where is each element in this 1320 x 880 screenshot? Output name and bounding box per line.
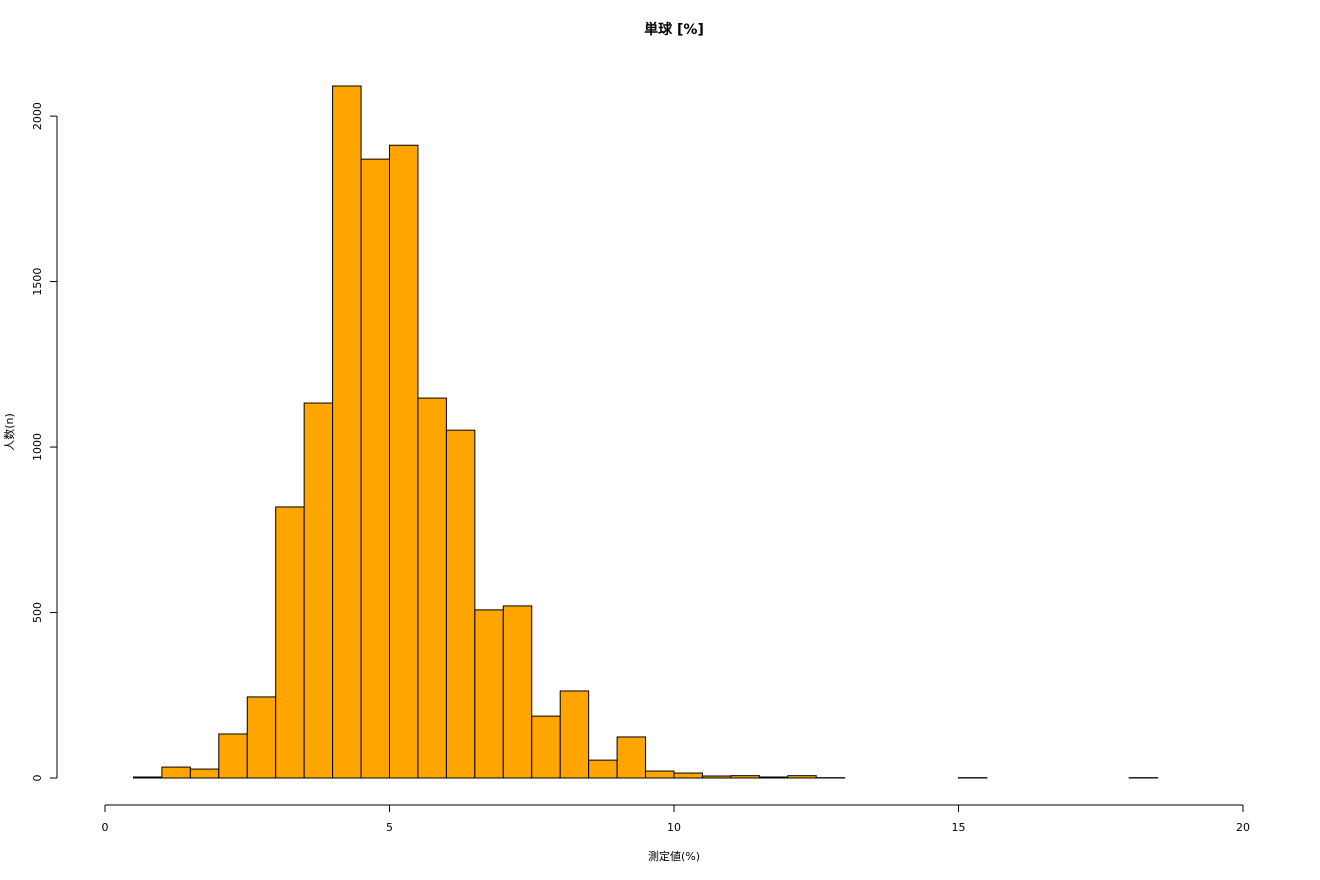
bar [531,715,561,779]
x-axis-label: 測定値(%) [648,849,700,863]
bar [758,776,789,779]
bar [645,770,675,779]
x-tick-label: 10 [667,821,681,834]
bar [189,768,220,779]
y-tick-label: 2000 [31,102,44,130]
bar [132,776,163,779]
bar [161,766,191,779]
x-tick-label: 5 [386,821,393,834]
bar [701,775,732,779]
bar [588,759,618,779]
bar [787,775,817,779]
chart-title: 単球 [%] [644,21,704,38]
y-tick-label: 1500 [31,268,44,296]
y-tick-label: 500 [31,602,44,623]
bar [275,506,305,779]
bar [218,733,248,779]
bar [673,772,703,779]
x-tick-label: 20 [1236,821,1250,834]
bar [445,429,476,779]
y-tick-label: 1000 [31,433,44,461]
bar [389,144,419,779]
bar [616,736,647,779]
bar [730,775,760,779]
bar [303,402,334,779]
bar [246,696,277,779]
bar [502,605,533,779]
bar [417,397,447,779]
bar [360,158,390,779]
bar [474,609,504,779]
bar [559,690,590,779]
bar [332,85,362,779]
y-tick-label: 0 [31,775,44,782]
x-tick-label: 0 [102,821,109,834]
x-tick-label: 15 [952,821,966,834]
y-axis-label: 人数(n) [3,413,16,451]
